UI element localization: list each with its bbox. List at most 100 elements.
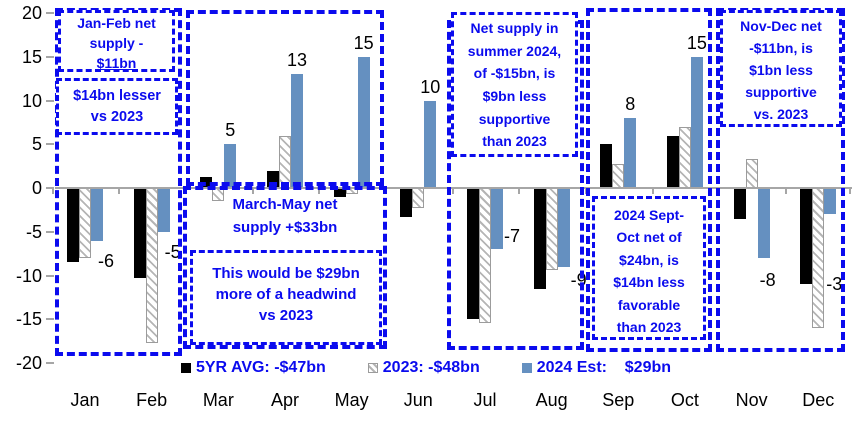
x-tick (318, 188, 321, 194)
month-label-oct: Oct (670, 390, 699, 410)
annotation-novdec: Nov-Dec net -$11bn, is $1bn less support… (720, 10, 842, 127)
bar-solid-black-jan (67, 188, 79, 263)
legend-item-hatch: 2023: -$48bn (367, 359, 480, 377)
legend-marker-black-icon (180, 363, 191, 373)
y-tick-label: 20 (21, 3, 42, 23)
chart-legend: 5YR AVG: -$47bn 2023: -$48bn 2024 Est: $29… (0, 355, 852, 381)
month-label-sep: Sep (602, 390, 635, 410)
annotation-sepoct: 2024 Sept- Oct net of $24bn, is $14bn le… (592, 196, 706, 340)
bar-solid-blue-aug (557, 188, 570, 267)
y-tick-label: 0 (31, 178, 42, 198)
bar-solid-blue-nov (757, 188, 770, 258)
x-tick (451, 188, 454, 194)
x-tick (584, 188, 587, 194)
data-label-2024: 15 (686, 32, 707, 53)
y-tick (46, 362, 54, 364)
annotation-janfeb-supply: Jan-Feb net supply - $11bn (58, 10, 175, 72)
y-tick (46, 187, 54, 189)
x-tick (51, 188, 54, 194)
x-tick (718, 188, 721, 194)
y-tick-label: 5 (31, 134, 42, 155)
y-tick-label: 15 (21, 46, 42, 67)
bar-hatched-feb (145, 188, 158, 343)
bar-hatched-oct (678, 126, 691, 188)
bar-solid-black-oct (666, 135, 679, 188)
month-label-jan: Jan (70, 390, 100, 410)
bar-solid-blue-may (357, 56, 370, 188)
legend-item-blue: 2024 Est: $29bn (521, 359, 672, 377)
legend-marker-hatch-icon (367, 363, 378, 373)
bar-solid-blue-dec (824, 188, 837, 215)
month-label-dec: Dec (802, 390, 835, 410)
y-tick (46, 55, 54, 58)
bar-solid-black-apr (266, 170, 279, 188)
month-label-may: May (334, 390, 369, 410)
legend-label: 5YR AVG: -$47bn (195, 359, 326, 376)
bar-solid-black-sep (600, 144, 613, 188)
x-tick (251, 188, 254, 194)
bar-solid-blue-jun (424, 100, 437, 188)
month-label-apr: Apr (270, 390, 299, 410)
month-label-feb: Feb (136, 390, 168, 410)
legend-label: 2023: -$48bn (382, 359, 480, 376)
legend-label: 2024 Est: $29bn (536, 359, 672, 376)
month-label-jun: Jun (403, 390, 433, 410)
legend-item-black: 5YR AVG: -$47bn (180, 359, 326, 377)
legend-marker-blue-icon (521, 363, 532, 373)
bar-solid-blue-feb (157, 188, 170, 232)
bar-hatched-sep (612, 164, 625, 188)
bar-solid-blue-jul (490, 188, 503, 250)
bar-solid-blue-apr (290, 74, 303, 188)
bar-solid-black-nov (733, 188, 746, 219)
month-label-mar: Mar (202, 390, 234, 410)
bar-solid-black-jun (400, 188, 413, 217)
y-tick-label: -15 (15, 309, 42, 330)
bar-hatched-apr (278, 135, 291, 188)
bar-hatched-aug (545, 188, 558, 271)
annotation-summer: Net supply in summer 2024, of -$15bn, is… (451, 12, 578, 157)
data-label-2024: -8 (759, 270, 776, 290)
annotation-marmay-supply: March-May net supply +$33bn (232, 196, 338, 236)
bar-solid-black-feb (133, 188, 146, 279)
bar-solid-blue-oct (690, 56, 703, 188)
x-tick (118, 188, 121, 194)
annotation-underline-text: $11bn (96, 54, 137, 71)
bar-solid-black-jul (466, 188, 479, 320)
data-label-2024: 13 (286, 50, 307, 71)
bar-solid-blue-jan (91, 188, 103, 241)
bar-solid-black-aug (533, 188, 546, 289)
y-tick (46, 274, 54, 277)
bar-hatched-nov (745, 159, 758, 188)
y-tick (46, 143, 54, 146)
month-label-jul: Jul (473, 390, 497, 410)
x-tick (849, 188, 851, 194)
data-label-2024: -9 (570, 269, 587, 290)
data-label-2024: -3 (826, 274, 843, 295)
y-tick (46, 12, 54, 14)
annotation-marmay-headwind: This would be $29bn more of a headwind v… (190, 250, 382, 345)
month-label-aug: Aug (535, 390, 568, 410)
y-tick-label: -10 (15, 265, 42, 286)
y-tick (46, 318, 54, 321)
y-tick-label: -20 (15, 353, 42, 373)
x-tick (185, 188, 188, 194)
bar-hatched-jan (79, 188, 91, 258)
x-tick (784, 188, 787, 194)
bar-hatched-jul (478, 188, 491, 323)
bar-hatched-dec (812, 188, 825, 328)
y-tick (46, 230, 54, 233)
data-label-2024: -6 (97, 250, 115, 271)
x-tick (518, 188, 521, 194)
data-label-2024: 10 (420, 76, 441, 97)
bar-solid-blue-sep (624, 118, 637, 188)
y-tick-label: -5 (25, 221, 42, 242)
bar-solid-black-may (333, 188, 346, 197)
bar-solid-blue-mar (224, 144, 237, 188)
data-label-2024: 5 (225, 120, 236, 141)
month-label-nov: Nov (735, 390, 768, 410)
bar-hatched-jun (412, 188, 425, 209)
annotation-janfeb-lesser: $14bn lesser vs 2023 (56, 78, 178, 135)
data-label-2024: -7 (503, 226, 520, 247)
x-tick (385, 188, 387, 194)
